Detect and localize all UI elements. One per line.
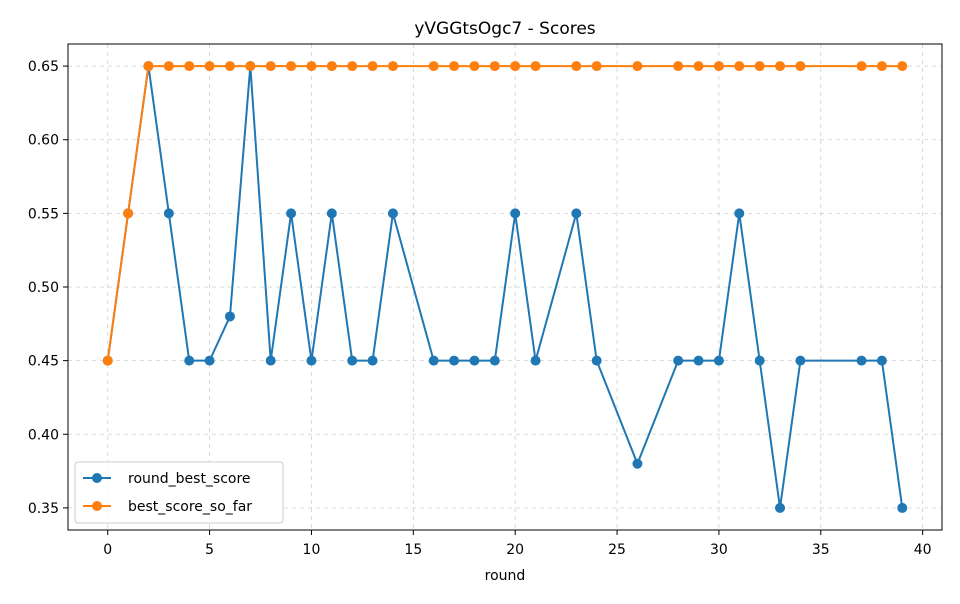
- x-tick-label: 30: [710, 542, 728, 558]
- legend-entry-best-score-so-far: best_score_so_far: [83, 499, 252, 515]
- data-point-round-best-score: [306, 355, 317, 366]
- data-point-round-best-score: [163, 208, 174, 219]
- legend-label: best_score_so_far: [128, 499, 252, 515]
- x-tick-label: 0: [103, 542, 112, 558]
- data-point-round-best-score: [754, 355, 765, 366]
- data-point-round-best-score: [510, 208, 521, 219]
- data-point-round-best-score: [367, 355, 378, 366]
- chart-title: yVGGtsOgc7 - Scores: [414, 19, 595, 39]
- y-tick-label: 0.65: [28, 59, 59, 75]
- data-point-best-score-so-far: [347, 61, 358, 72]
- x-tick-label: 40: [914, 542, 932, 558]
- axis-ticks: 0 5 10 15 20 25 30 35 40 0.35 0.40 0.45 0.50 0.55 0.60…: [28, 59, 932, 558]
- data-point-round-best-score: [387, 208, 398, 219]
- data-point-best-score-so-far: [265, 61, 276, 72]
- data-point-best-score-so-far: [224, 61, 235, 72]
- x-tick-label: 15: [404, 542, 422, 558]
- data-point-best-score-so-far: [795, 61, 806, 72]
- data-point-round-best-score: [713, 355, 724, 366]
- data-point-round-best-score: [204, 355, 215, 366]
- legend-label: round_best_score: [128, 471, 251, 487]
- x-tick-label: 10: [303, 542, 321, 558]
- legend-box: [74, 461, 284, 524]
- x-tick-label: 5: [205, 542, 214, 558]
- data-point-best-score-so-far: [693, 61, 704, 72]
- data-point-best-score-so-far: [102, 355, 113, 366]
- data-point-round-best-score: [876, 355, 887, 366]
- data-point-round-best-score: [489, 355, 500, 366]
- data-point-best-score-so-far: [204, 61, 215, 72]
- data-point-best-score-so-far: [673, 61, 684, 72]
- data-point-best-score-so-far: [632, 61, 643, 72]
- data-point-round-best-score: [449, 355, 460, 366]
- series-layer: [102, 61, 908, 513]
- data-point-round-best-score: [673, 355, 684, 366]
- y-tick-label: 0.45: [28, 354, 59, 370]
- data-point-best-score-so-far: [449, 61, 460, 72]
- y-tick-label: 0.60: [28, 133, 59, 149]
- data-point-round-best-score: [795, 355, 806, 366]
- data-point-round-best-score: [693, 355, 704, 366]
- legend: round_best_score best_score_so_far: [74, 461, 284, 524]
- x-tick-label: 25: [608, 542, 626, 558]
- y-tick-label: 0.55: [28, 206, 59, 222]
- data-point-best-score-so-far: [530, 61, 541, 72]
- data-point-round-best-score: [530, 355, 541, 366]
- series-line-best-score-so-far: [106, 65, 903, 361]
- data-point-round-best-score: [224, 311, 235, 322]
- data-point-round-best-score: [897, 502, 908, 513]
- data-point-best-score-so-far: [387, 61, 398, 72]
- data-point-best-score-so-far: [775, 61, 786, 72]
- data-point-round-best-score: [469, 355, 480, 366]
- data-point-round-best-score: [347, 355, 358, 366]
- data-point-round-best-score: [591, 355, 602, 366]
- y-tick-label: 0.50: [28, 280, 59, 296]
- data-point-best-score-so-far: [571, 61, 582, 72]
- data-point-best-score-so-far: [734, 61, 745, 72]
- legend-entry-round-best-score: round_best_score: [83, 471, 251, 487]
- data-point-round-best-score: [856, 355, 867, 366]
- data-point-round-best-score: [326, 208, 337, 219]
- data-point-best-score-so-far: [428, 61, 439, 72]
- data-point-round-best-score: [632, 458, 643, 469]
- data-point-round-best-score: [184, 355, 195, 366]
- data-point-best-score-so-far: [184, 61, 195, 72]
- y-tick-label: 0.40: [28, 427, 59, 443]
- legend-marker: [92, 501, 102, 511]
- data-point-best-score-so-far: [897, 61, 908, 72]
- data-point-best-score-so-far: [306, 61, 317, 72]
- data-point-best-score-so-far: [754, 61, 765, 72]
- data-point-round-best-score: [428, 355, 439, 366]
- data-point-best-score-so-far: [286, 61, 297, 72]
- y-tick-label: 0.35: [28, 501, 59, 517]
- data-point-best-score-so-far: [510, 61, 521, 72]
- data-point-best-score-so-far: [856, 61, 867, 72]
- data-point-round-best-score: [734, 208, 745, 219]
- data-point-best-score-so-far: [591, 61, 602, 72]
- data-point-best-score-so-far: [469, 61, 480, 72]
- data-point-best-score-so-far: [489, 61, 500, 72]
- x-tick-label: 20: [506, 542, 524, 558]
- data-point-round-best-score: [571, 208, 582, 219]
- x-tick-label: 35: [812, 542, 830, 558]
- legend-marker: [92, 473, 102, 483]
- x-axis-label: round: [485, 568, 526, 584]
- data-point-round-best-score: [775, 502, 786, 513]
- data-point-best-score-so-far: [713, 61, 724, 72]
- data-point-round-best-score: [286, 208, 297, 219]
- data-point-best-score-so-far: [123, 208, 134, 219]
- data-point-best-score-so-far: [143, 61, 154, 72]
- data-point-best-score-so-far: [876, 61, 887, 72]
- data-point-best-score-so-far: [367, 61, 378, 72]
- series-line-round-best-score: [106, 65, 904, 509]
- data-point-best-score-so-far: [245, 61, 256, 72]
- data-point-round-best-score: [265, 355, 276, 366]
- data-point-best-score-so-far: [326, 61, 337, 72]
- data-point-best-score-so-far: [163, 61, 174, 72]
